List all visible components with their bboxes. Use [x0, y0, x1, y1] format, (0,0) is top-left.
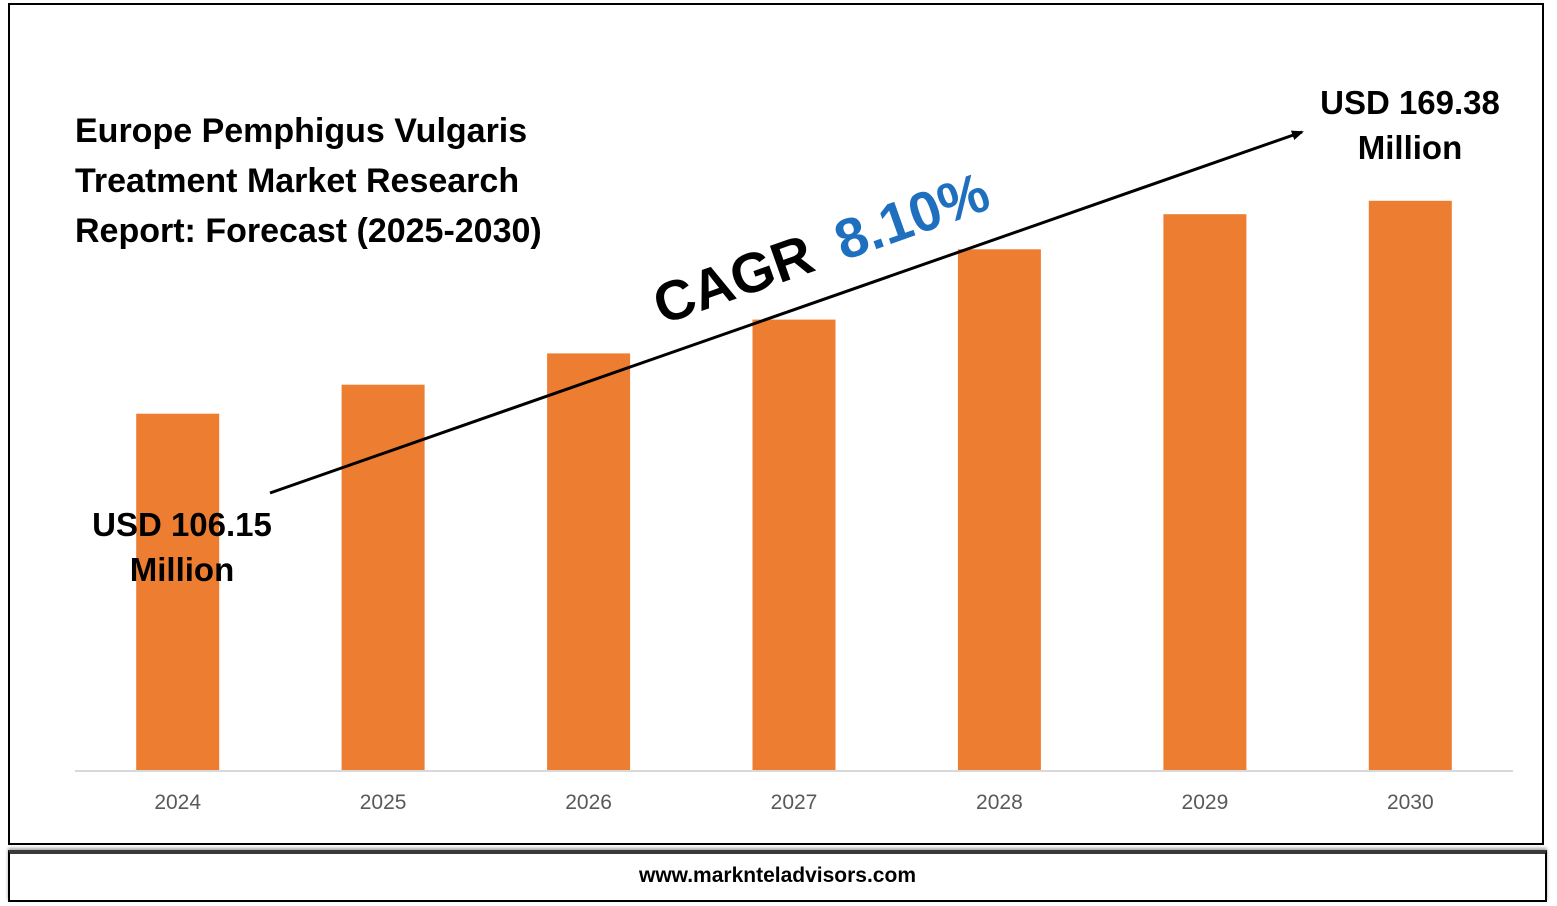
start-value-line-2: Million	[130, 551, 234, 588]
chart-title: Europe Pemphigus Vulgaris Treatment Mark…	[75, 112, 542, 250]
start-value-label: USD 106.15 Million	[92, 506, 272, 588]
x-tick-label-2024: 2024	[154, 791, 201, 814]
end-value-line-2: Million	[1358, 129, 1462, 166]
bar-2028	[957, 249, 1041, 772]
bar-2024	[136, 413, 220, 771]
bar-2027	[752, 319, 836, 771]
x-tick-label-2026: 2026	[565, 791, 612, 814]
footer-url[interactable]: www.marknteladvisors.com	[639, 864, 916, 887]
x-tick-label-2028: 2028	[976, 791, 1023, 814]
bar-2030	[1368, 200, 1452, 772]
cagr-label: CAGR 8.10%	[645, 160, 997, 337]
chart-title-line-2: Treatment Market Research	[75, 162, 519, 200]
bar-2026	[547, 353, 631, 771]
x-tick-label-2030: 2030	[1387, 791, 1434, 814]
trend-arrow	[269, 130, 1304, 495]
chart-title-line-3: Report: Forecast (2025-2030)	[75, 212, 542, 250]
cagr-prefix: CAGR	[645, 222, 821, 336]
x-tick-label-2029: 2029	[1182, 791, 1229, 814]
footer-bar: www.marknteladvisors.com	[8, 850, 1547, 902]
bar-2029	[1163, 214, 1247, 771]
bar-chart: 2024 2025 2026 2027 2028 2029 2030 CAGR 8.10% …	[75, 84, 1513, 814]
bars-layer	[136, 200, 1452, 772]
end-value-line-1: USD 169.38	[1320, 84, 1500, 121]
x-tick-label-2027: 2027	[771, 791, 818, 814]
x-tick-labels: 2024 2025 2026 2027 2028 2029 2030	[154, 791, 1433, 814]
x-tick-label-2025: 2025	[360, 791, 407, 814]
start-value-line-1: USD 106.15	[92, 506, 272, 543]
chart-title-line-1: Europe Pemphigus Vulgaris	[75, 112, 527, 150]
end-value-label: USD 169.38 Million	[1320, 84, 1500, 166]
bar-2025	[341, 384, 425, 771]
